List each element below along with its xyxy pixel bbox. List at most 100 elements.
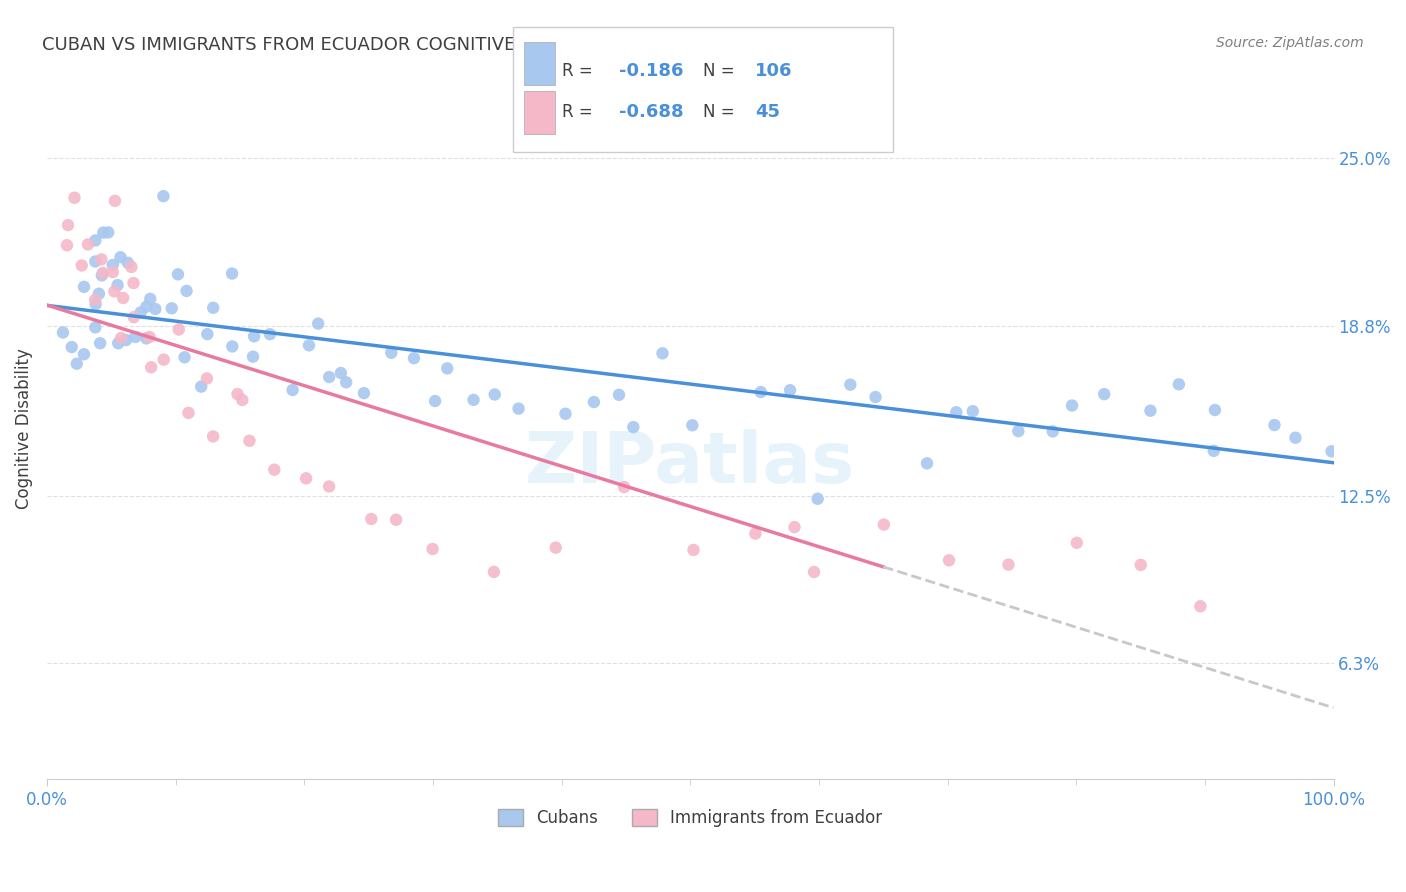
Point — [938, 553, 960, 567]
Point — [807, 491, 830, 506]
Point — [138, 330, 160, 344]
Text: CUBAN VS IMMIGRANTS FROM ECUADOR COGNITIVE DISABILITY CORRELATION CHART: CUBAN VS IMMIGRANTS FROM ECUADOR COGNITI… — [42, 36, 820, 54]
Point — [91, 226, 114, 240]
Text: R =: R = — [562, 62, 593, 80]
Text: -0.186: -0.186 — [619, 62, 683, 80]
Point — [621, 420, 644, 434]
Point — [66, 357, 89, 371]
Point — [84, 254, 107, 268]
Point — [139, 292, 162, 306]
Point — [962, 404, 984, 418]
Point — [107, 278, 129, 293]
Point — [613, 480, 636, 494]
Point — [385, 513, 408, 527]
Point — [143, 301, 166, 316]
Point — [115, 333, 138, 347]
Point — [380, 346, 402, 360]
Point — [281, 383, 304, 397]
Point — [1007, 424, 1029, 438]
Point — [839, 377, 862, 392]
Point — [87, 286, 110, 301]
Point — [231, 392, 253, 407]
Point — [90, 252, 112, 267]
Point — [482, 565, 505, 579]
Point — [259, 327, 281, 342]
Point — [749, 385, 772, 400]
Point — [160, 301, 183, 316]
Point — [318, 370, 340, 384]
Point — [97, 226, 120, 240]
Point — [112, 291, 135, 305]
Point — [135, 331, 157, 345]
Point — [195, 371, 218, 385]
Point — [242, 350, 264, 364]
Point — [335, 376, 357, 390]
Point — [1189, 599, 1212, 614]
Point — [915, 456, 938, 470]
Point — [1066, 535, 1088, 549]
Point — [1202, 443, 1225, 458]
Point — [52, 326, 75, 340]
Point — [360, 512, 382, 526]
Point — [56, 218, 79, 232]
Point — [73, 347, 96, 361]
Point — [783, 520, 806, 534]
Point — [73, 280, 96, 294]
Point — [122, 276, 145, 290]
Point — [84, 234, 107, 248]
Point — [544, 541, 567, 555]
Point — [84, 293, 107, 307]
Point — [221, 267, 243, 281]
Point — [60, 340, 83, 354]
Text: N =: N = — [703, 103, 734, 121]
Point — [484, 387, 506, 401]
Point — [1263, 418, 1285, 433]
Point — [554, 407, 576, 421]
Point — [63, 191, 86, 205]
Point — [190, 379, 212, 393]
Point — [243, 329, 266, 343]
Point — [1167, 377, 1189, 392]
Point — [1092, 387, 1115, 401]
Point — [997, 558, 1019, 572]
Point — [353, 386, 375, 401]
Point — [139, 360, 162, 375]
Legend: Cubans, Immigrants from Ecuador: Cubans, Immigrants from Ecuador — [492, 802, 889, 834]
Point — [101, 258, 124, 272]
Point — [1139, 403, 1161, 417]
Point — [152, 189, 174, 203]
Point — [422, 541, 444, 556]
Point — [176, 284, 198, 298]
Point — [173, 351, 195, 365]
Point — [1060, 399, 1083, 413]
Point — [318, 479, 340, 493]
Text: R =: R = — [562, 103, 593, 121]
Point — [295, 471, 318, 485]
Point — [101, 265, 124, 279]
Point — [89, 336, 111, 351]
Point — [423, 394, 446, 409]
Point — [70, 259, 93, 273]
Point — [107, 336, 129, 351]
Point — [90, 268, 112, 283]
Point — [436, 361, 458, 376]
Point — [945, 405, 967, 419]
Point — [195, 327, 218, 342]
Text: ZIPatlas: ZIPatlas — [524, 429, 855, 498]
Point — [329, 366, 352, 380]
Point — [1129, 558, 1152, 572]
Point — [124, 330, 146, 344]
Point — [103, 285, 125, 299]
Point — [582, 395, 605, 409]
Point — [84, 320, 107, 334]
Point — [607, 388, 630, 402]
Point — [508, 401, 530, 416]
Point — [1284, 431, 1306, 445]
Point — [202, 429, 225, 443]
Point — [1042, 425, 1064, 439]
Point — [682, 543, 704, 558]
Point — [651, 346, 673, 360]
Point — [129, 305, 152, 319]
Point — [1204, 403, 1226, 417]
Point — [238, 434, 260, 448]
